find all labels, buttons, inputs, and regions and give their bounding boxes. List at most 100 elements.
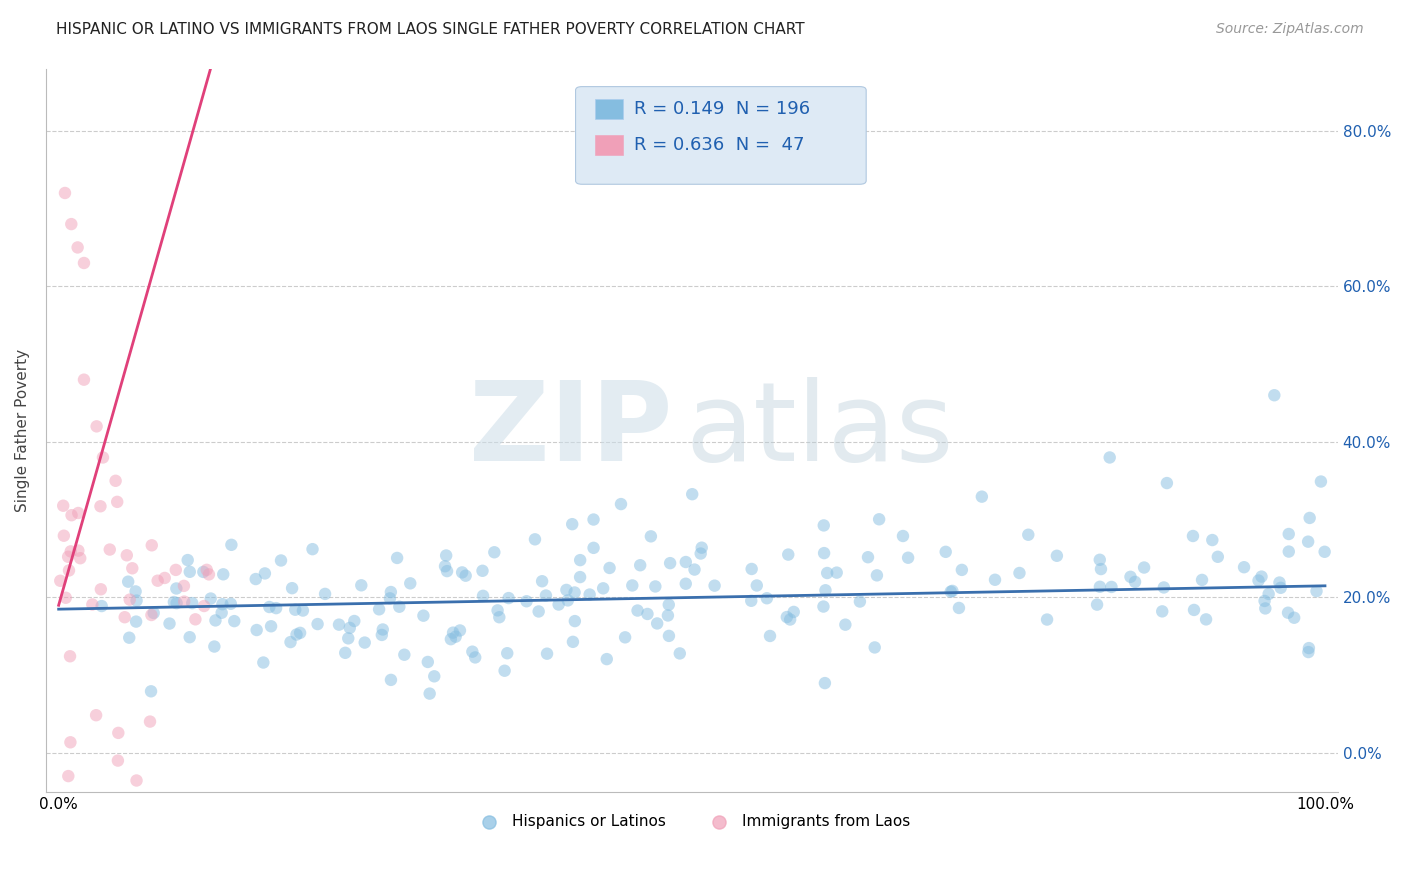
Point xyxy=(779,613,801,627)
Point xyxy=(1156,476,1178,491)
Point xyxy=(1298,641,1320,656)
Point xyxy=(776,610,799,624)
Point xyxy=(657,608,679,623)
Text: atlas: atlas xyxy=(685,376,953,483)
Point xyxy=(610,497,633,511)
Point xyxy=(488,610,510,624)
Point xyxy=(668,647,690,661)
Point xyxy=(388,599,411,614)
Point xyxy=(547,598,569,612)
Point xyxy=(1305,584,1327,599)
Point xyxy=(1153,581,1175,595)
Point xyxy=(139,684,162,698)
Point xyxy=(221,538,243,552)
Point xyxy=(59,649,82,664)
Point xyxy=(1201,533,1223,547)
Point xyxy=(897,550,920,565)
Point xyxy=(177,553,200,567)
Point xyxy=(814,583,837,598)
Point xyxy=(814,676,837,690)
Point xyxy=(434,549,457,563)
Point xyxy=(1008,566,1031,580)
Point xyxy=(834,617,856,632)
Point xyxy=(212,567,235,582)
Point xyxy=(204,614,226,628)
Point xyxy=(681,487,703,501)
Point xyxy=(165,563,187,577)
Point xyxy=(1119,570,1142,584)
Point xyxy=(416,655,439,669)
Point xyxy=(935,545,957,559)
Point xyxy=(658,629,681,643)
Text: ZIP: ZIP xyxy=(470,376,672,483)
Point xyxy=(675,555,697,569)
Point xyxy=(628,558,651,573)
Point xyxy=(60,217,83,231)
Point xyxy=(67,506,90,520)
Point xyxy=(380,673,402,687)
Point xyxy=(58,564,80,578)
Point xyxy=(621,578,644,592)
Point xyxy=(146,574,169,588)
FancyBboxPatch shape xyxy=(595,99,623,120)
Point xyxy=(284,603,307,617)
Point xyxy=(759,629,782,643)
Point xyxy=(252,656,274,670)
Point xyxy=(69,551,91,566)
Point xyxy=(104,474,127,488)
Point xyxy=(813,546,835,560)
Point xyxy=(578,588,600,602)
Point xyxy=(1277,606,1299,620)
Point xyxy=(536,647,558,661)
Point xyxy=(815,566,838,580)
Point xyxy=(412,608,434,623)
Point xyxy=(569,570,592,584)
Text: Source: ZipAtlas.com: Source: ZipAtlas.com xyxy=(1216,22,1364,37)
Point xyxy=(139,714,162,729)
Point xyxy=(141,538,163,552)
Point xyxy=(166,596,188,610)
Point xyxy=(125,615,148,629)
Point xyxy=(561,517,583,532)
Point xyxy=(219,597,242,611)
Point xyxy=(67,543,90,558)
Point xyxy=(371,628,394,642)
Point xyxy=(91,450,114,465)
Point xyxy=(970,490,993,504)
Point xyxy=(179,630,201,644)
Point xyxy=(105,495,128,509)
Point xyxy=(90,599,112,613)
Point xyxy=(49,574,72,588)
Point xyxy=(211,606,233,620)
Point xyxy=(582,512,605,526)
Point xyxy=(740,594,762,608)
Point xyxy=(941,583,963,598)
FancyBboxPatch shape xyxy=(575,87,866,185)
Point xyxy=(599,561,621,575)
Point xyxy=(60,508,83,523)
Point xyxy=(690,541,713,555)
Point xyxy=(1123,574,1146,589)
Point xyxy=(1253,594,1275,608)
Point xyxy=(328,617,350,632)
Point xyxy=(1017,527,1039,541)
Point xyxy=(1278,527,1301,541)
Point xyxy=(66,240,89,254)
Point xyxy=(165,582,187,596)
Point xyxy=(368,602,391,616)
Point xyxy=(253,566,276,581)
Point xyxy=(1247,574,1270,588)
Point xyxy=(307,617,329,632)
Point xyxy=(371,623,394,637)
Point xyxy=(825,566,848,580)
Point xyxy=(181,596,204,610)
Point xyxy=(1309,475,1331,489)
Point xyxy=(856,550,879,565)
Point xyxy=(1254,601,1277,615)
Point xyxy=(440,632,463,647)
Point xyxy=(73,373,96,387)
Point xyxy=(1181,529,1204,543)
Point xyxy=(569,553,592,567)
Point xyxy=(449,624,471,638)
Point xyxy=(1313,545,1336,559)
